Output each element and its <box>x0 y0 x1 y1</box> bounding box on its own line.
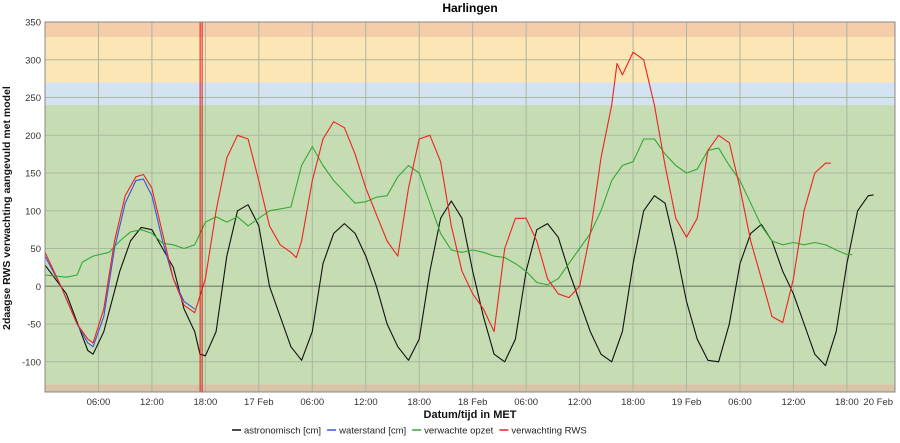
y-tick-label: 350 <box>25 18 41 29</box>
x-tick-label: 20 Feb <box>863 397 893 408</box>
x-tick-labels: 06:00 12:00 18:00 17 Feb 06:00 12:00 18:00 18 F… <box>87 397 893 408</box>
legend-label: waterstand [cm] <box>338 426 406 437</box>
y-tick-label: -100 <box>22 357 41 368</box>
y-axis-label: 2daagse RWS verwachting aangevuld met mo… <box>1 86 13 330</box>
x-tick-label: 06:00 <box>87 397 111 408</box>
series-line-1 <box>44 194 874 367</box>
threshold-bands <box>45 22 895 392</box>
y-tick-label: 100 <box>25 206 41 217</box>
plot-border <box>44 21 896 393</box>
x-tick-label: 18:00 <box>621 397 645 408</box>
threshold-band-0 <box>45 384 895 392</box>
series-line-3 <box>44 138 853 286</box>
x-tick-label: 18:00 <box>835 397 859 408</box>
x-tick-label: 17 Feb <box>244 397 274 408</box>
threshold-band-4 <box>45 22 895 38</box>
y-gridlines <box>45 21 895 363</box>
x-axis-label: Datum/tijd in MET <box>424 409 517 421</box>
y-tick-label: 150 <box>25 169 41 180</box>
x-tick-label: 19 Feb <box>672 397 702 408</box>
y-tick-label: -50 <box>27 320 41 331</box>
series-lines <box>44 51 874 367</box>
y-tick-label: 0 <box>36 282 41 293</box>
y-tick-labels: -100 -50 0 50 100 150 200 250 300 350 <box>22 18 41 369</box>
y-tick-label: 250 <box>25 93 41 104</box>
y-tick-label: 200 <box>25 131 41 142</box>
x-tick-label: 12:00 <box>140 397 164 408</box>
legend-label: verwachting RWS <box>511 426 586 437</box>
now-marker <box>199 22 203 392</box>
x-tick-label: 12:00 <box>354 397 378 408</box>
chart-title: Harlingen <box>442 1 497 15</box>
y-tick-label: 300 <box>25 55 41 66</box>
x-tick-label: 06:00 <box>300 397 324 408</box>
series-line-4 <box>44 51 831 344</box>
x-tick-label: 06:00 <box>514 397 538 408</box>
y-tick-label: 50 <box>30 244 41 255</box>
x-tick-label: 18 Feb <box>458 397 488 408</box>
x-tick-label: 18:00 <box>193 397 217 408</box>
threshold-band-1 <box>45 105 895 385</box>
legend: astronomisch [cm] waterstand [cm] verwacht… <box>232 426 587 437</box>
threshold-band-2 <box>45 82 895 106</box>
legend-label: astronomisch [cm] <box>244 426 321 437</box>
x-tick-label: 12:00 <box>782 397 806 408</box>
series-line-2 <box>44 178 196 348</box>
x-tick-label: 18:00 <box>407 397 431 408</box>
legend-label: verwachte opzet <box>424 426 494 437</box>
x-tick-label: 06:00 <box>728 397 752 408</box>
x-tick-label: 12:00 <box>568 397 592 408</box>
